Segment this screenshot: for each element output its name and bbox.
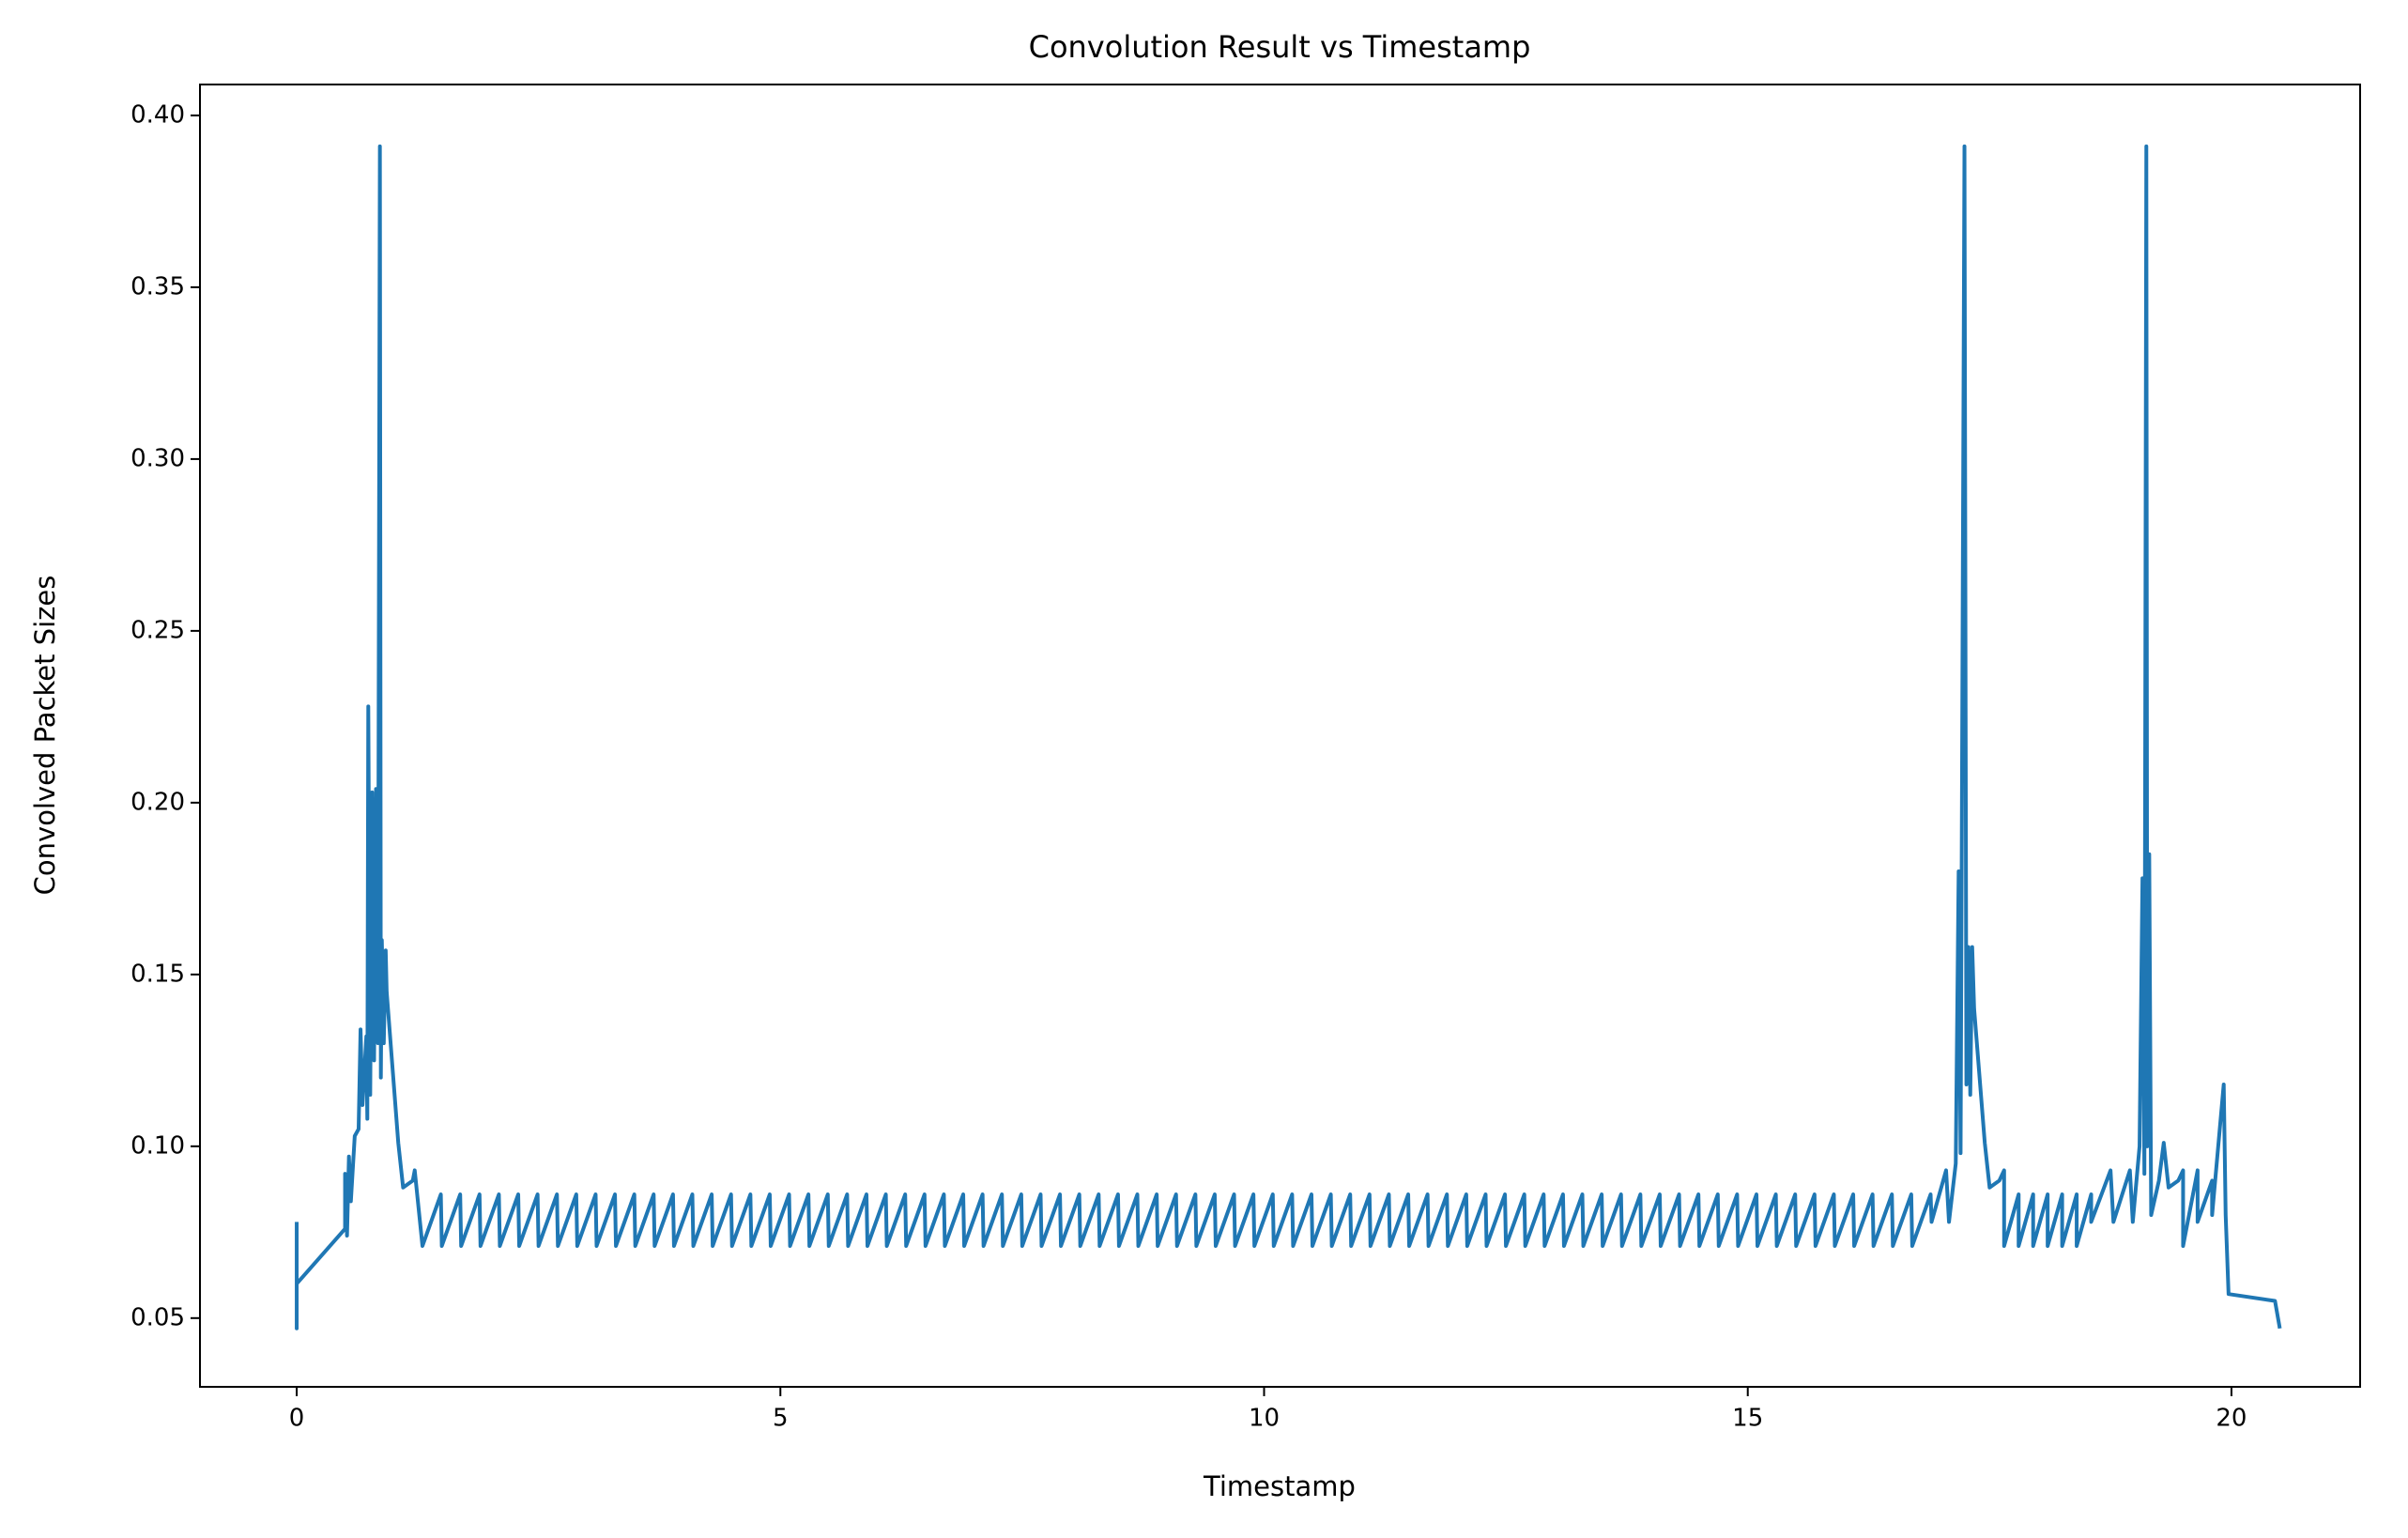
y-tick-label: 0.20 (130, 788, 185, 816)
y-tick-label: 0.30 (130, 444, 185, 472)
data-line (295, 144, 2282, 1330)
x-tick-label: 10 (1249, 1405, 1280, 1433)
chart-title: Convolution Result vs Timestamp (1029, 29, 1531, 65)
x-tick-label: 0 (289, 1405, 305, 1433)
y-tick-label: 0.10 (130, 1131, 185, 1160)
y-tick-label: 0.05 (130, 1303, 185, 1331)
x-tick-label: 5 (773, 1405, 789, 1433)
y-tick-label: 0.40 (130, 100, 185, 129)
x-tick-label: 20 (2216, 1405, 2247, 1433)
y-axis-label: Convolved Packet Sizes (29, 576, 61, 896)
y-tick-label: 0.35 (130, 272, 185, 300)
plot-frame (199, 84, 2361, 1388)
y-tick-label: 0.25 (130, 616, 185, 644)
x-axis-label: Timestamp (1203, 1470, 1356, 1502)
x-tick-label: 15 (1732, 1405, 1763, 1433)
y-tick-label: 0.15 (130, 960, 185, 988)
